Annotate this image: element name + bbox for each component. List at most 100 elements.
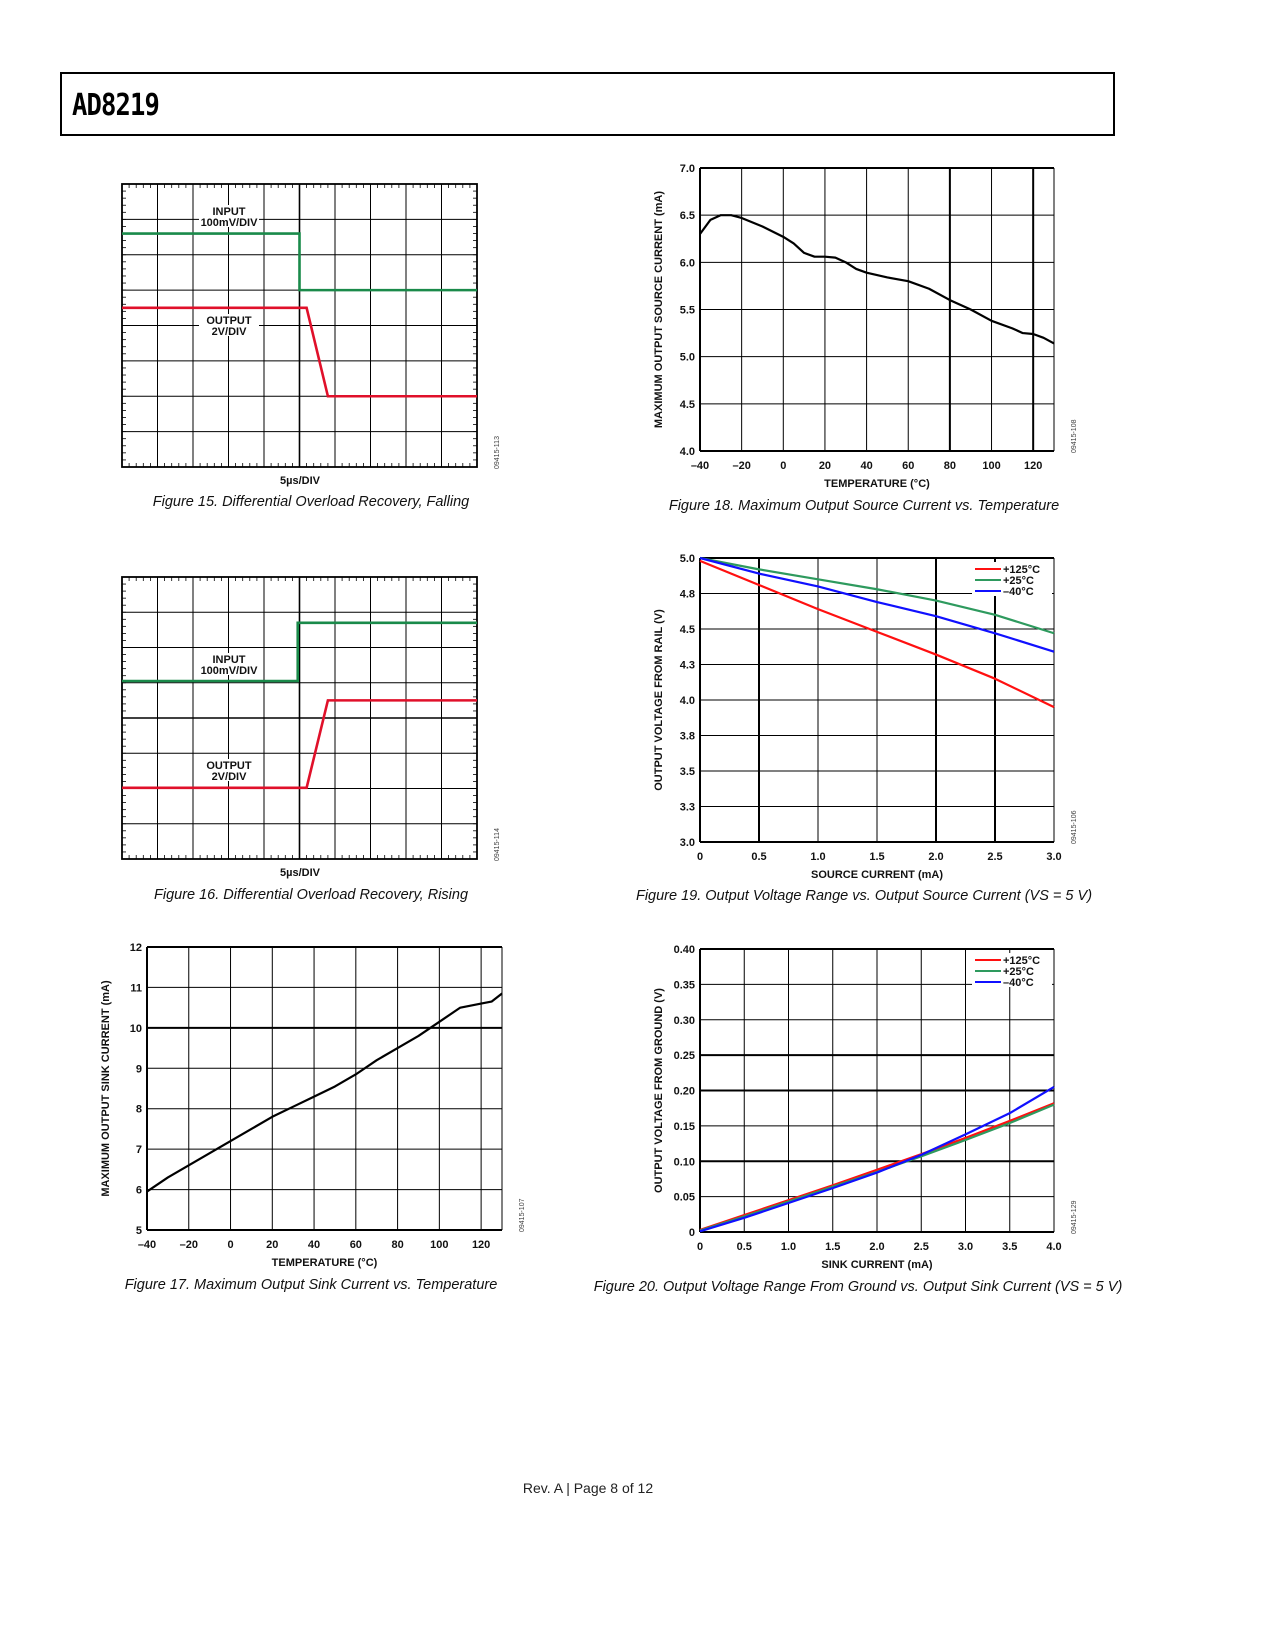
trace-output xyxy=(122,306,477,398)
y-tick-label: 6.5 xyxy=(680,210,695,222)
x-tick-label: 1.0 xyxy=(810,851,825,863)
fig20-chart: 0 0.5 1.0 1.5 2.0 2.5 3.0 3.5 4.0 0 0.05 0.10 0.15 0.… xyxy=(653,944,1078,1271)
x-tick-label: 1.0 xyxy=(781,1241,796,1253)
annotation-bg xyxy=(199,653,259,664)
timebase-label: 5µs/DIV xyxy=(280,475,321,487)
x-axis-title: SINK CURRENT (mA) xyxy=(821,1259,933,1271)
x-tick-label: 20 xyxy=(266,1239,278,1251)
figure-17-caption: Figure 17. Maximum Output Sink Current v… xyxy=(124,1277,498,1293)
y-tick-label: 3.8 xyxy=(680,731,695,743)
y-axis-title: OUTPUT VOLTAGE FROM RAIL (V) xyxy=(653,609,665,791)
y-tick-label: 6 xyxy=(136,1185,142,1197)
y-tick-label: 10 xyxy=(130,1023,142,1035)
y-tick-label: 7 xyxy=(136,1144,142,1156)
annotation-bg xyxy=(199,205,259,216)
x-tick-label: 3.0 xyxy=(958,1241,973,1253)
figure-code: 09415-114 xyxy=(494,828,501,861)
scope-annotation: 100mV/DIV xyxy=(201,217,259,229)
figure-19-caption: Figure 19. Output Voltage Range vs. Outp… xyxy=(635,888,1093,904)
x-tick-label: –20 xyxy=(732,460,750,472)
annotation-bg xyxy=(199,664,259,675)
x-tick-label: 120 xyxy=(472,1239,490,1251)
scope-annotation: OUTPUT xyxy=(206,760,252,772)
figure-15-caption: Figure 15. Differential Overload Recover… xyxy=(152,494,470,510)
trace-input xyxy=(122,621,477,683)
y-axis-title: MAXIMUM OUTPUT SOURCE CURRENT (mA) xyxy=(653,191,665,428)
y-tick-label: 4.0 xyxy=(680,446,695,458)
timebase-label: 5µs/DIV xyxy=(280,867,321,879)
scope-annotation: 2V/DIV xyxy=(212,326,248,338)
scope-annotation: OUTPUT xyxy=(206,315,252,327)
page-header: AD8219 xyxy=(60,72,1115,136)
annotation-bg xyxy=(199,216,259,227)
x-tick-label: 100 xyxy=(982,460,1000,472)
x-axis-title: SOURCE CURRENT (mA) xyxy=(811,869,943,881)
figure-code: 09415-129 xyxy=(1071,1200,1078,1234)
figure-code: 09415-113 xyxy=(494,436,501,469)
y-tick-label: 4.0 xyxy=(680,695,695,707)
y-tick-label: 3.5 xyxy=(680,766,695,778)
page-footer: Rev. A | Page 8 of 12 xyxy=(522,1480,654,1496)
y-tick-label: 5.0 xyxy=(680,553,695,565)
series-line-2 xyxy=(699,556,1055,653)
x-tick-label: 0.5 xyxy=(751,851,766,863)
x-axis-title: TEMPERATURE (°C) xyxy=(824,478,930,490)
scope-annotation: 2V/DIV xyxy=(212,771,248,783)
x-tick-label: –40 xyxy=(138,1239,156,1251)
y-tick-label: 7.0 xyxy=(680,163,695,175)
fig17-chart: –40 –20 0 20 40 60 80 100 120 5 6 7 8 9 10 11 12 TEMPERAT… xyxy=(100,942,526,1269)
x-tick-label: 2.5 xyxy=(914,1241,929,1253)
x-tick-label: 100 xyxy=(430,1239,448,1251)
x-tick-label: 20 xyxy=(819,460,831,472)
x-tick-label: 0 xyxy=(697,1241,703,1253)
y-tick-label: 11 xyxy=(130,982,142,994)
series-line-0 xyxy=(699,214,1055,345)
x-tick-label: 0 xyxy=(227,1239,233,1251)
x-axis-title: TEMPERATURE (°C) xyxy=(272,1257,378,1269)
x-tick-label: 80 xyxy=(944,460,956,472)
x-tick-label: –20 xyxy=(180,1239,198,1251)
x-tick-label: 2.0 xyxy=(928,851,943,863)
series-line-0 xyxy=(699,1102,1055,1231)
series-line-0 xyxy=(699,559,1055,709)
y-tick-label: 0.20 xyxy=(674,1086,695,1098)
y-axis-title: OUTPUT VOLTAGE FROM GROUND (V) xyxy=(653,988,665,1193)
scope-annotation: 100mV/DIV xyxy=(201,665,259,677)
y-tick-label: 5 xyxy=(136,1225,142,1237)
x-tick-label: 3.5 xyxy=(1002,1241,1017,1253)
y-tick-label: 3.0 xyxy=(680,837,695,849)
figure-16-caption: Figure 16. Differential Overload Recover… xyxy=(153,887,469,903)
x-tick-label: 1.5 xyxy=(825,1241,840,1253)
x-tick-label: –40 xyxy=(691,460,709,472)
x-tick-label: 0.5 xyxy=(737,1241,752,1253)
x-tick-label: 4.0 xyxy=(1046,1241,1061,1253)
y-tick-label: 6.0 xyxy=(680,257,695,269)
x-tick-label: 40 xyxy=(860,460,872,472)
series-line-0 xyxy=(146,992,503,1193)
y-tick-label: 12 xyxy=(130,942,142,954)
scope-annotation: INPUT xyxy=(213,654,246,666)
legend-label: +25°C xyxy=(1003,966,1034,978)
x-tick-label: 3.0 xyxy=(1046,851,1061,863)
y-tick-label: 8 xyxy=(136,1104,142,1116)
y-tick-label: 5.5 xyxy=(680,305,695,317)
annotation-bg xyxy=(199,314,259,325)
x-tick-label: 1.5 xyxy=(869,851,884,863)
legend-label: –40°C xyxy=(1003,977,1034,989)
y-tick-label: 9 xyxy=(136,1063,142,1075)
x-tick-label: 2.0 xyxy=(869,1241,884,1253)
part-number-title: AD8219 xyxy=(72,88,160,123)
y-tick-label: 0.25 xyxy=(674,1050,695,1062)
x-tick-label: 80 xyxy=(391,1239,403,1251)
y-tick-label: 0 xyxy=(689,1227,695,1239)
y-tick-label: 4.5 xyxy=(680,624,695,636)
figure-18-caption: Figure 18. Maximum Output Source Current… xyxy=(668,498,1060,514)
y-tick-label: 4.5 xyxy=(680,399,695,411)
series-line-1 xyxy=(699,556,1055,635)
legend-label: +125°C xyxy=(1003,955,1040,967)
figure-20-caption: Figure 20. Output Voltage Range From Gro… xyxy=(593,1279,1123,1295)
x-tick-label: 60 xyxy=(350,1239,362,1251)
y-tick-label: 3.3 xyxy=(680,802,695,814)
